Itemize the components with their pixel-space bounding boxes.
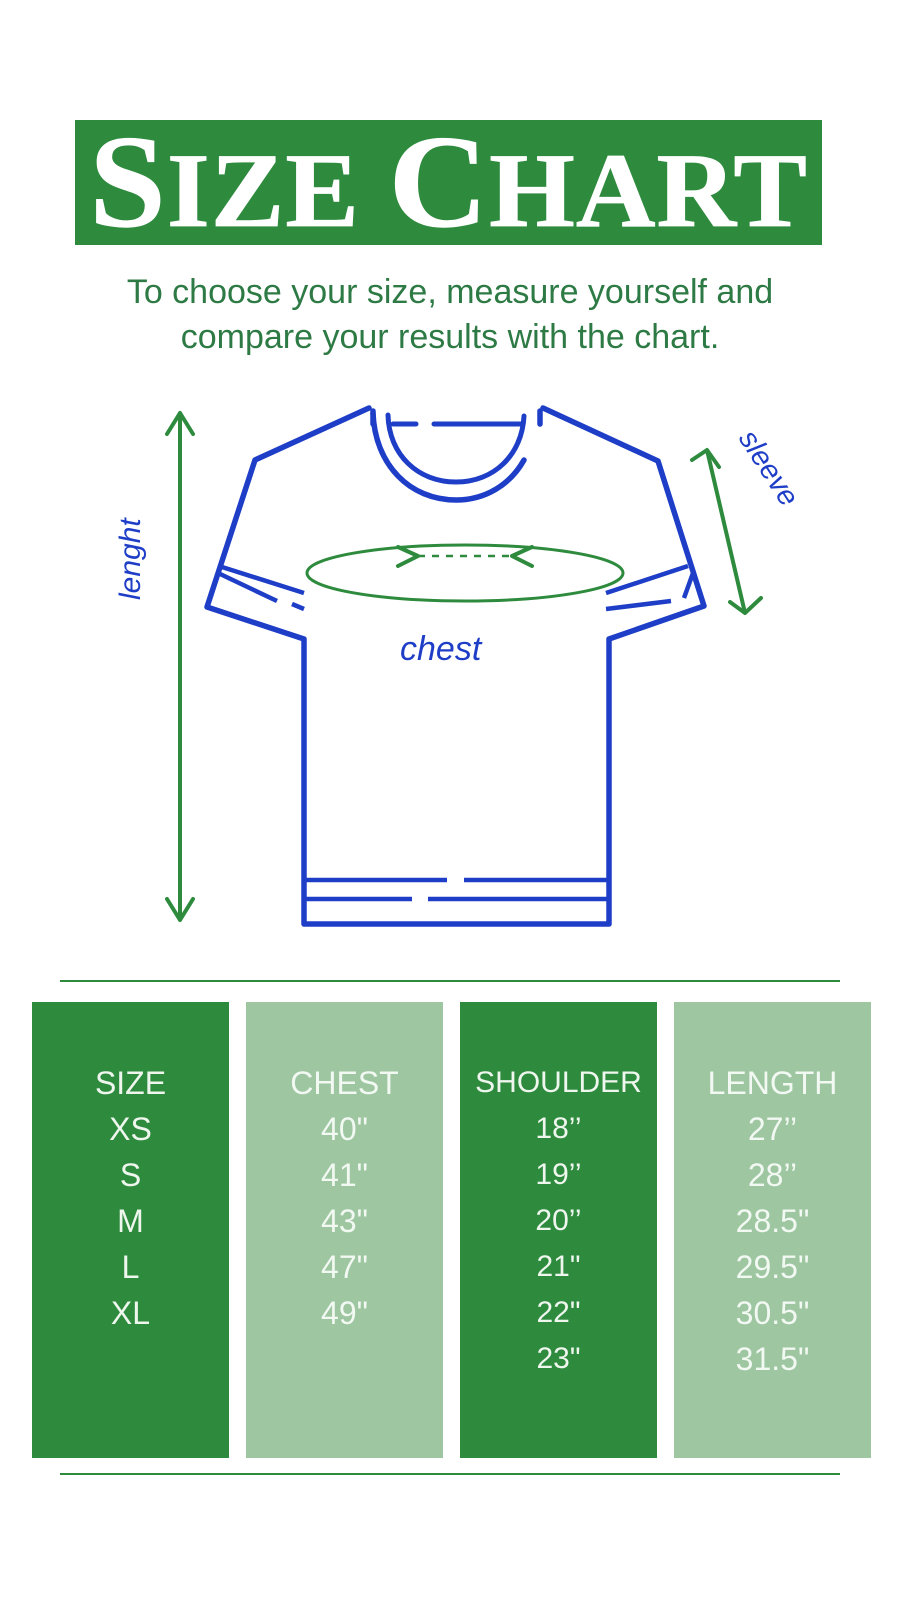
svg-text:chest: chest [400,630,483,668]
svg-text:sleeve: sleeve [732,424,804,512]
svg-text:lenght: lenght [114,517,147,600]
